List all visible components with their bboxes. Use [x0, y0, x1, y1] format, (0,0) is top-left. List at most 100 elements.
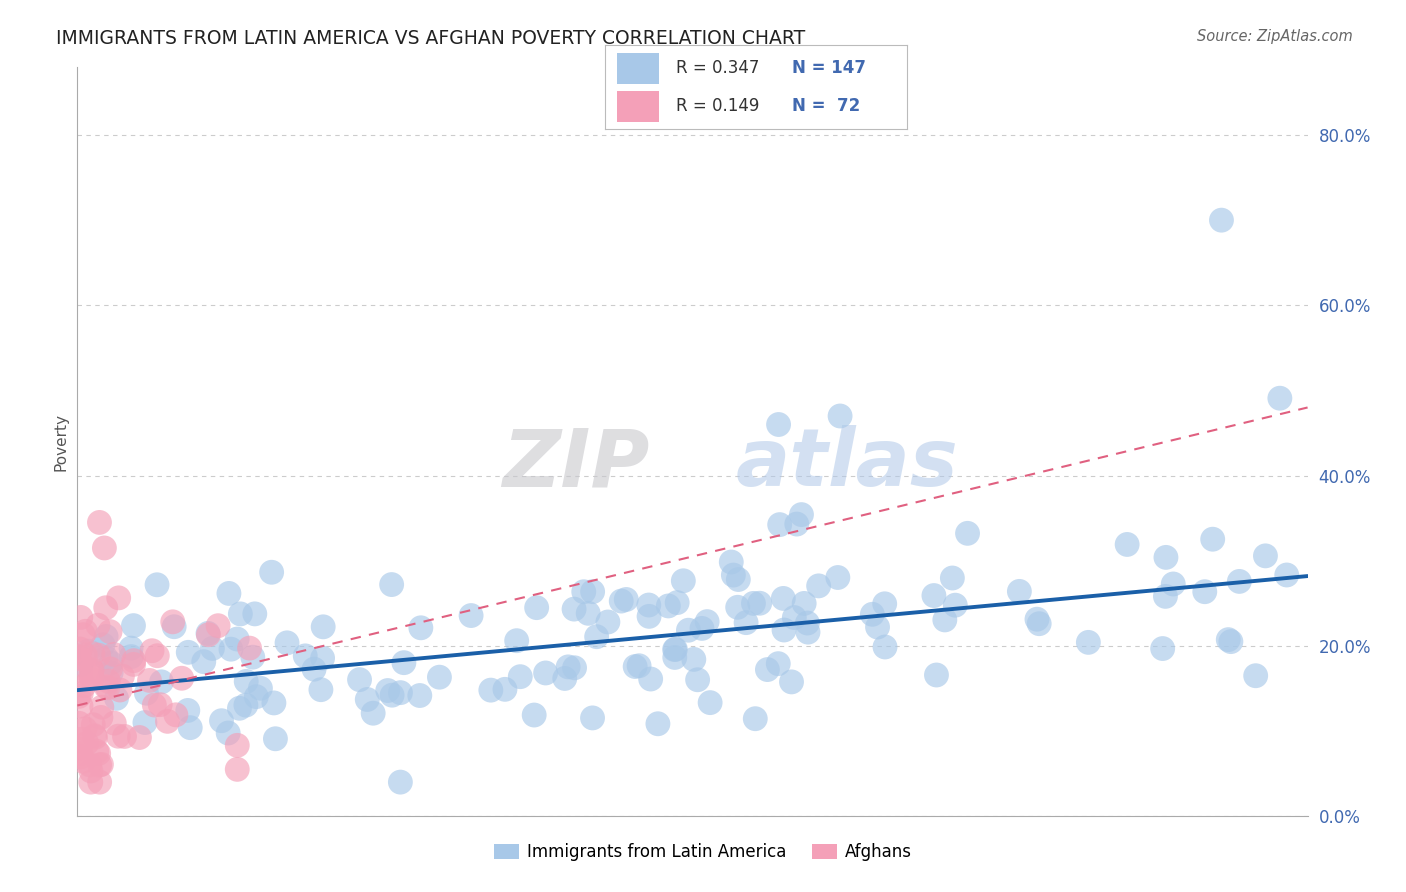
Point	[150, 674, 173, 689]
Point	[596, 615, 619, 629]
Point	[409, 621, 432, 635]
Point	[107, 729, 129, 743]
Point	[381, 577, 404, 591]
Point	[69, 610, 91, 624]
Point	[211, 714, 233, 728]
Point	[696, 615, 718, 629]
Point	[1152, 641, 1174, 656]
Point	[640, 672, 662, 686]
Point	[557, 660, 579, 674]
Point	[699, 696, 721, 710]
Point	[73, 679, 96, 693]
Point	[156, 714, 179, 729]
Point	[146, 578, 169, 592]
Point	[925, 668, 948, 682]
Point	[783, 610, 806, 624]
Point	[624, 659, 647, 673]
Point	[1268, 391, 1291, 405]
Point	[637, 598, 659, 612]
Point	[72, 755, 94, 769]
Text: N = 147: N = 147	[792, 60, 866, 78]
Point	[956, 526, 979, 541]
Y-axis label: Poverty: Poverty	[53, 412, 69, 471]
Point	[672, 574, 695, 588]
Point	[149, 698, 172, 712]
Point	[263, 696, 285, 710]
Point	[197, 628, 219, 642]
Point	[943, 598, 966, 612]
Point	[249, 681, 271, 696]
Point	[429, 670, 451, 684]
Point	[80, 775, 103, 789]
Point	[120, 649, 142, 664]
Point	[87, 618, 110, 632]
Point	[1154, 550, 1177, 565]
Point	[82, 663, 104, 677]
Point	[657, 599, 679, 613]
Point	[756, 663, 779, 677]
Point	[128, 731, 150, 745]
Point	[1116, 537, 1139, 551]
Point	[122, 657, 145, 672]
Point	[311, 651, 333, 665]
Point	[98, 624, 121, 639]
Point	[873, 640, 896, 654]
Point	[228, 701, 250, 715]
Point	[356, 692, 378, 706]
Point	[91, 638, 114, 652]
Point	[860, 607, 883, 622]
Point	[873, 597, 896, 611]
Point	[768, 417, 790, 432]
Point	[93, 541, 115, 555]
Point	[664, 642, 686, 657]
Point	[90, 710, 112, 724]
Point	[638, 609, 661, 624]
Point	[75, 722, 97, 736]
Point	[100, 662, 122, 676]
Point	[523, 708, 546, 723]
Point	[80, 672, 103, 686]
Point	[219, 642, 242, 657]
Point	[90, 757, 112, 772]
Point	[114, 730, 136, 744]
Point	[177, 645, 200, 659]
Point	[260, 566, 283, 580]
Point	[1275, 568, 1298, 582]
Point	[141, 643, 163, 657]
Point	[138, 673, 160, 688]
Point	[505, 633, 527, 648]
Point	[67, 690, 90, 704]
Point	[922, 589, 945, 603]
Point	[509, 670, 531, 684]
Point	[1227, 574, 1250, 589]
Point	[94, 630, 117, 644]
Point	[790, 508, 813, 522]
Point	[107, 591, 129, 605]
Point	[389, 775, 412, 789]
Point	[941, 571, 963, 585]
Point	[534, 665, 557, 680]
Point	[576, 607, 599, 621]
Point	[67, 741, 90, 756]
Point	[526, 600, 548, 615]
Point	[70, 687, 93, 701]
Point	[229, 607, 252, 621]
Point	[460, 608, 482, 623]
Point	[302, 662, 325, 676]
Point	[572, 584, 595, 599]
Point	[276, 636, 298, 650]
Point	[79, 757, 101, 772]
Point	[75, 624, 97, 639]
Point	[647, 716, 669, 731]
Point	[84, 730, 107, 744]
Point	[242, 650, 264, 665]
FancyBboxPatch shape	[617, 91, 659, 121]
Point	[122, 618, 145, 632]
Point	[69, 642, 91, 657]
Point	[165, 707, 187, 722]
Point	[827, 570, 849, 584]
Point	[94, 650, 117, 665]
Point	[361, 706, 384, 721]
Point	[80, 669, 103, 683]
Point	[111, 669, 134, 683]
